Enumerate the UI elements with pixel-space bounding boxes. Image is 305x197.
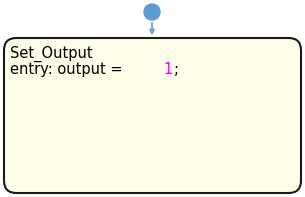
Text: ;: ;	[174, 62, 179, 77]
Circle shape	[144, 4, 160, 20]
FancyBboxPatch shape	[4, 38, 301, 193]
Text: Set_Output: Set_Output	[10, 46, 93, 62]
Text: entry: output =: entry: output =	[10, 62, 127, 77]
Text: 1: 1	[163, 62, 172, 77]
